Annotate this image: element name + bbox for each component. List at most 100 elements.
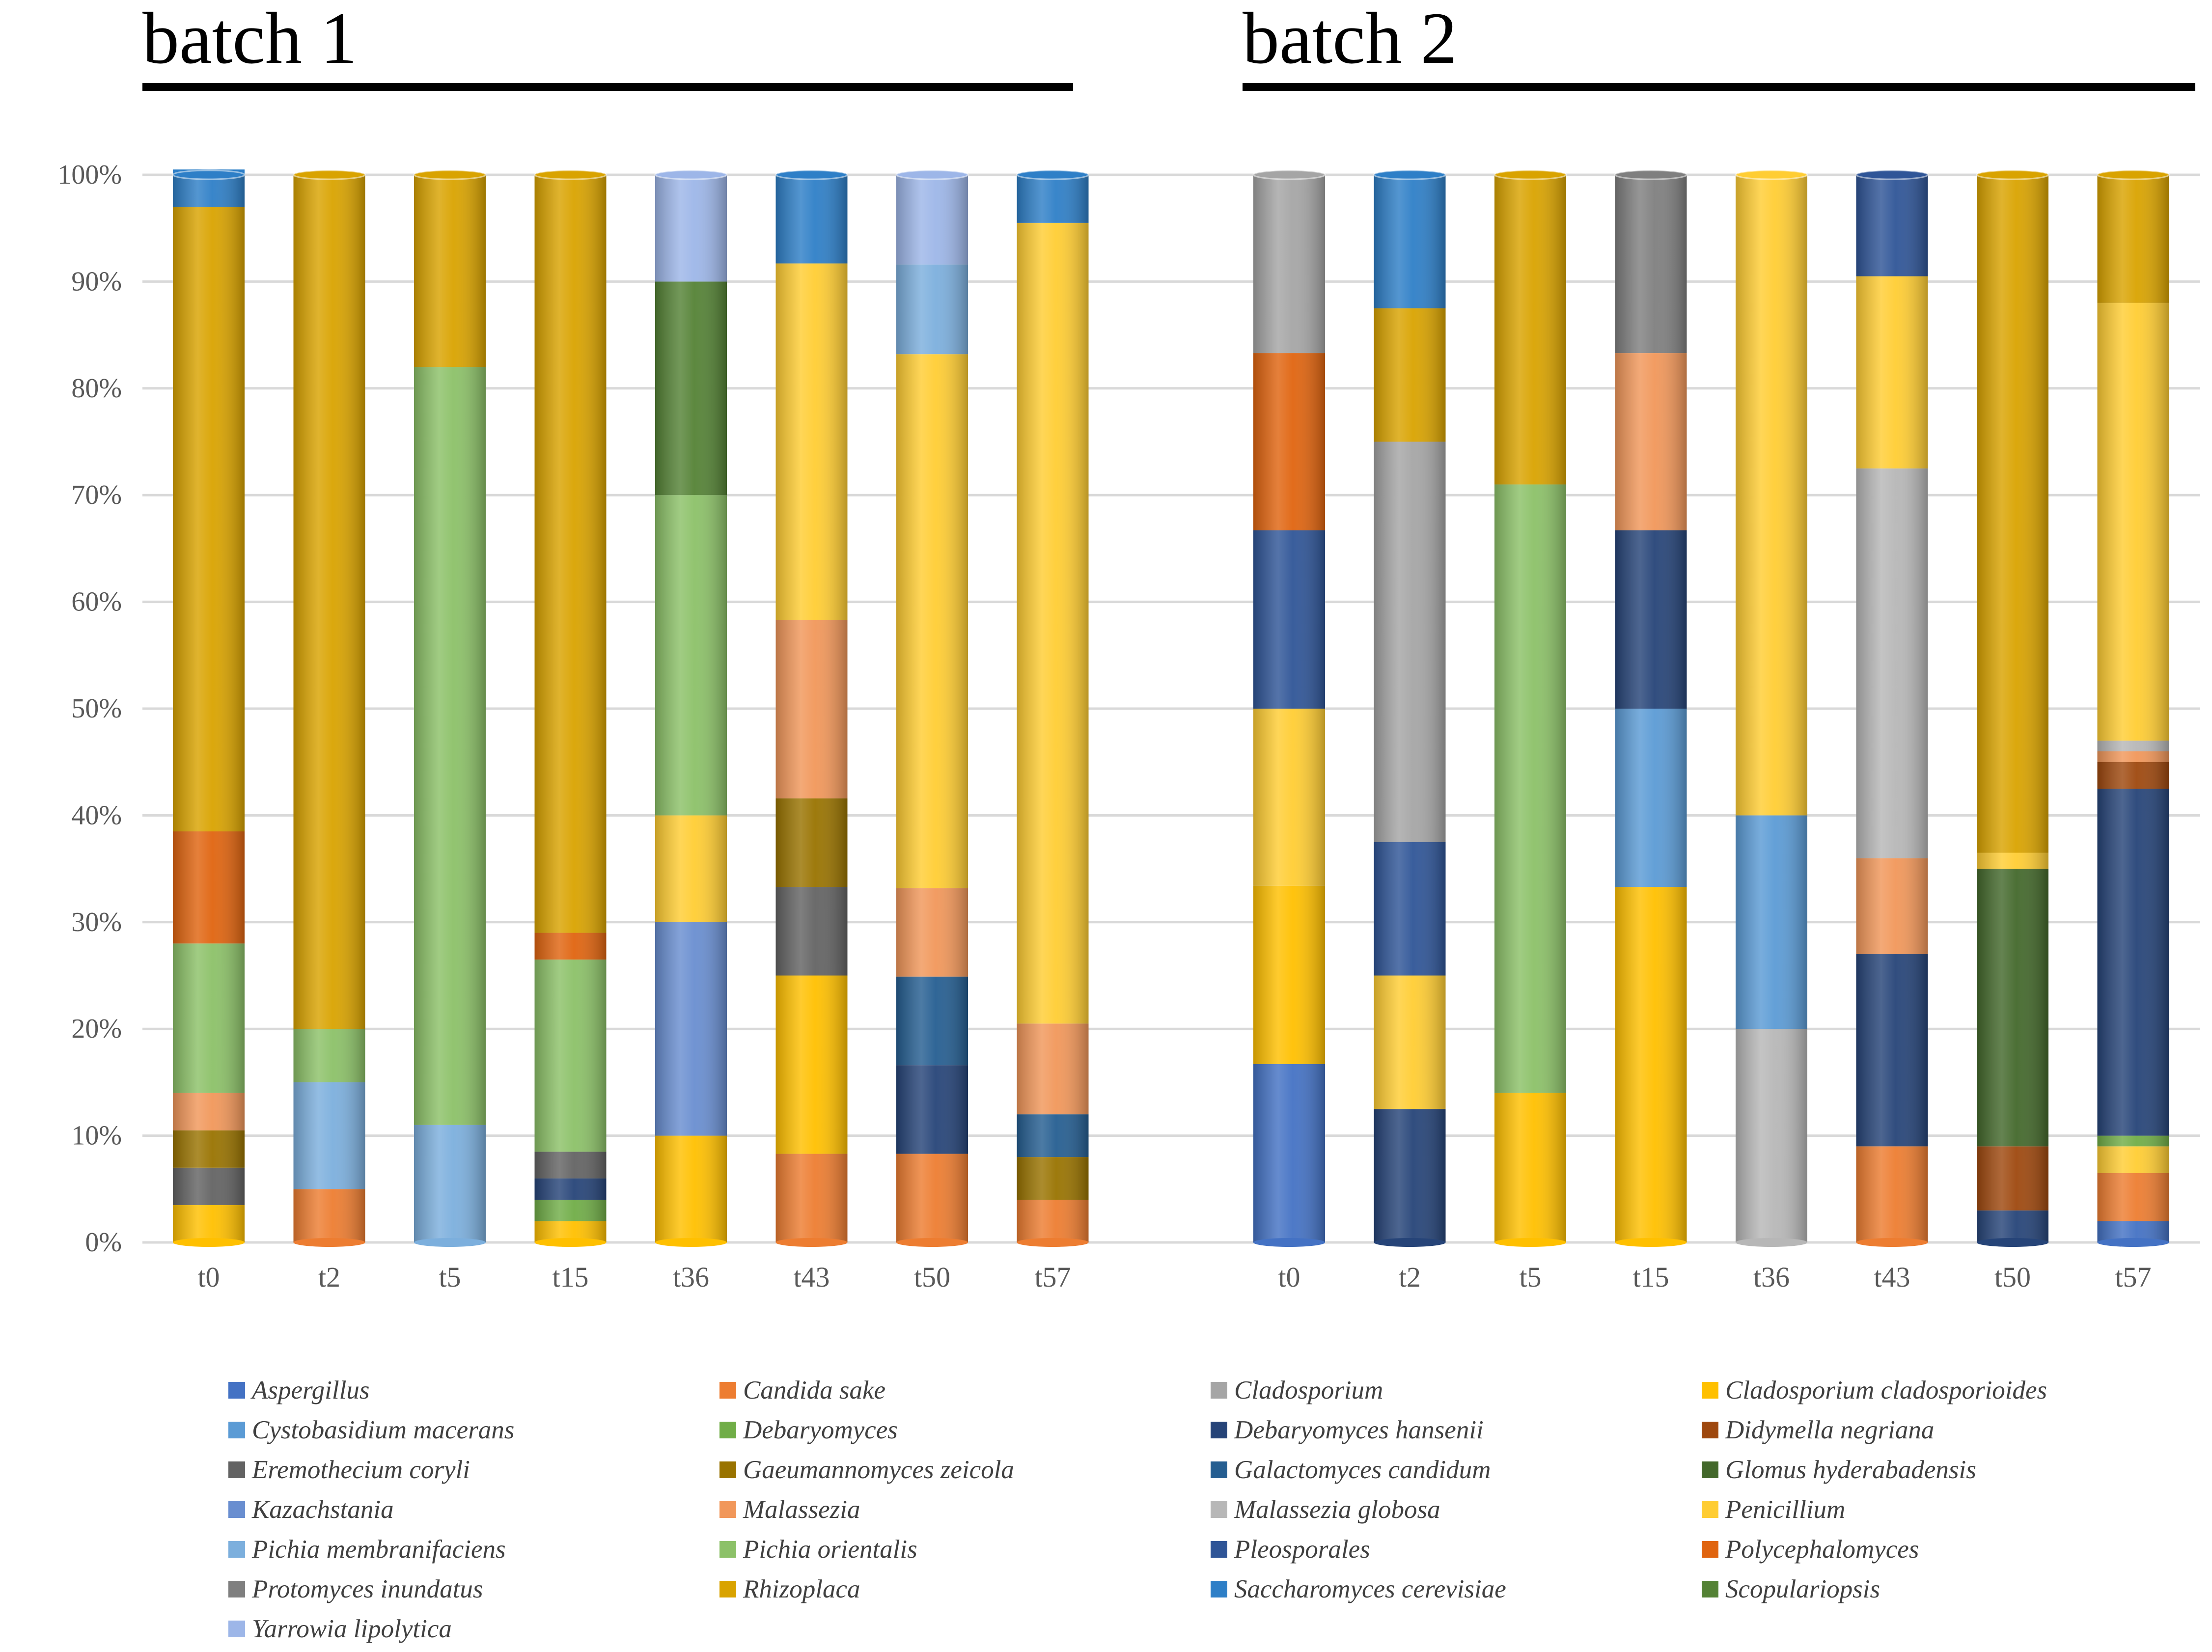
legend-swatch xyxy=(719,1501,736,1518)
legend-swatch xyxy=(719,1541,736,1558)
bar-batch-2-t15 xyxy=(1614,169,1687,1247)
y-tick-label: 80% xyxy=(71,373,122,404)
cylinder-top xyxy=(1614,169,1687,180)
legend-item-aspergillus: Aspergillus xyxy=(228,1370,719,1410)
legend-label: Malassezia globosa xyxy=(1234,1495,1440,1524)
batch-1-title: batch 1 xyxy=(142,0,357,79)
x-tick-label: t5 xyxy=(1519,1261,1541,1293)
legend-label: Debaryomyces hansenii xyxy=(1234,1415,1484,1444)
cylinder-shading xyxy=(414,175,486,1242)
legend-swatch xyxy=(228,1461,245,1478)
y-tick-label: 40% xyxy=(71,800,122,830)
cylinder-top xyxy=(2097,169,2170,180)
cylinder-shading xyxy=(1374,175,1446,1242)
legend-item-cystobasidium-macerans: Cystobasidium macerans xyxy=(228,1410,719,1450)
bar-batch-2-t0 xyxy=(1252,169,1326,1247)
bar-batch-1-t50 xyxy=(895,169,969,1247)
legend-label: Aspergillus xyxy=(252,1376,370,1404)
legend-swatch xyxy=(1211,1421,1227,1438)
cylinder-shading xyxy=(1615,175,1687,1242)
x-tick-label: t0 xyxy=(1278,1261,1300,1293)
x-tick-label: t50 xyxy=(1994,1261,2031,1293)
legend-label: Eremothecium coryli xyxy=(252,1455,470,1484)
cylinder-base xyxy=(534,1238,607,1247)
cylinder-shading xyxy=(293,175,365,1242)
cylinder-top xyxy=(172,169,246,180)
cylinder-shading xyxy=(1017,175,1089,1242)
cylinder-top xyxy=(1252,169,1326,180)
cylinder-top xyxy=(1373,169,1446,180)
bar-batch-1-t57 xyxy=(1016,169,1089,1247)
legend-label: Cladosporium cladosporioides xyxy=(1725,1376,2047,1404)
legend-swatch xyxy=(228,1501,245,1518)
legend-swatch xyxy=(1702,1580,1718,1597)
legend-item-glomus-hyderabadensis: Glomus hyderabadensis xyxy=(1702,1450,2193,1489)
batch-2-title: batch 2 xyxy=(1243,0,1457,79)
legend-label: Cladosporium xyxy=(1234,1376,1383,1404)
legend-label: Scopulariopsis xyxy=(1725,1574,1880,1603)
legend-item-pichia-orientalis: Pichia orientalis xyxy=(719,1529,1211,1569)
cylinder-shading xyxy=(1736,175,1807,1242)
legend-label: Malassezia xyxy=(743,1495,860,1524)
cylinder-top xyxy=(534,169,607,180)
cylinder-base xyxy=(414,1238,486,1247)
legend-swatch xyxy=(1702,1461,1718,1478)
legend-swatch xyxy=(719,1461,736,1478)
legend-item-saccharomyces-cerevisiae: Saccharomyces cerevisiae xyxy=(1211,1569,1702,1609)
cylinder-base xyxy=(655,1238,727,1247)
y-tick-label: 70% xyxy=(71,480,122,510)
bar-batch-2-t36 xyxy=(1735,169,1808,1247)
cylinder-base xyxy=(775,1238,848,1247)
legend-item-kazachstania: Kazachstania xyxy=(228,1489,719,1529)
x-tick-label: t15 xyxy=(1632,1261,1669,1293)
x-tick-label: t43 xyxy=(793,1261,830,1293)
bar-batch-2-t50 xyxy=(1976,169,2049,1247)
legend-swatch xyxy=(228,1580,245,1597)
legend-label: Candida sake xyxy=(743,1376,885,1404)
y-tick-label: 0% xyxy=(85,1227,122,1258)
legend-label: Pichia orientalis xyxy=(743,1535,917,1564)
cylinder-shading xyxy=(896,175,968,1242)
legend-swatch xyxy=(1211,1541,1227,1558)
legend-swatch xyxy=(1211,1381,1227,1399)
legend-item-debaryomyces-hansenii: Debaryomyces hansenii xyxy=(1211,1410,1702,1450)
legend-label: Gaeumannomyces zeicola xyxy=(743,1455,1014,1484)
bar-batch-2-t2 xyxy=(1373,169,1446,1247)
bar-batch-1-t15 xyxy=(534,169,607,1247)
cylinder-top xyxy=(293,169,366,180)
bar-batch-1-t2 xyxy=(293,169,366,1247)
bar-batch-1-t43 xyxy=(775,169,848,1247)
legend-item-malassezia-globosa: Malassezia globosa xyxy=(1211,1489,1702,1529)
legend-swatch xyxy=(1702,1381,1718,1399)
legend-label: Polycephalomyces xyxy=(1725,1535,1919,1564)
cylinder-base xyxy=(1736,1238,1807,1247)
legend-item-cladosporium: Cladosporium xyxy=(1211,1370,1702,1410)
legend-item-pichia-membranifaciens: Pichia membranifaciens xyxy=(228,1529,719,1569)
legend-label: Debaryomyces xyxy=(743,1415,898,1444)
bar-batch-1-t36 xyxy=(654,169,728,1247)
cylinder-shading xyxy=(2097,175,2169,1242)
x-tick-label: t5 xyxy=(439,1261,461,1293)
cylinder-shading xyxy=(1253,175,1325,1242)
bar-batch-1-t5 xyxy=(413,169,487,1247)
legend-label: Yarrowia lipolytica xyxy=(252,1614,452,1643)
legend-label: Kazachstania xyxy=(252,1495,394,1524)
bar-batch-2-t5 xyxy=(1493,169,1567,1247)
legend-item-eremothecium-coryli: Eremothecium coryli xyxy=(228,1450,719,1489)
y-tick-label: 90% xyxy=(71,266,122,297)
cylinder-base xyxy=(1977,1238,2048,1247)
legend-item-penicillium: Penicillium xyxy=(1702,1489,2193,1529)
cylinder-base xyxy=(1856,1238,1928,1247)
bar-batch-2-t43 xyxy=(1855,169,1929,1247)
legend-label: Saccharomyces cerevisiae xyxy=(1234,1574,1506,1603)
legend-item-cladosporium-cladosporioides: Cladosporium cladosporioides xyxy=(1702,1370,2193,1410)
y-tick-label: 10% xyxy=(71,1121,122,1151)
legend-item-debaryomyces: Debaryomyces xyxy=(719,1410,1211,1450)
legend-swatch xyxy=(1211,1461,1227,1478)
cylinder-top xyxy=(654,169,728,180)
cylinder-top xyxy=(1493,169,1567,180)
cylinder-base xyxy=(896,1238,968,1247)
legend-item-protomyces-inundatus: Protomyces inundatus xyxy=(228,1569,719,1609)
legend-swatch xyxy=(1702,1421,1718,1438)
cylinder-shading xyxy=(534,175,607,1242)
